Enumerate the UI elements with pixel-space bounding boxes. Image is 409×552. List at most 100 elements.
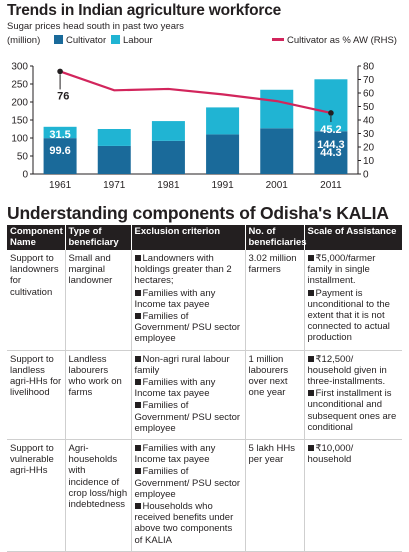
bar-cultivator bbox=[314, 131, 348, 174]
line-point-start bbox=[57, 68, 63, 75]
bullet-square-icon bbox=[134, 289, 141, 296]
y-tick-label-left: 200 bbox=[11, 98, 28, 109]
bar-labour bbox=[314, 79, 348, 132]
chart-subtitle: Sugar prices head south in past two year… bbox=[7, 21, 184, 32]
y-tick-label-left: 150 bbox=[11, 116, 28, 127]
bullet-square-icon bbox=[134, 503, 141, 510]
bullet-text: Payment is unconditional to the extent t… bbox=[307, 287, 390, 344]
bar-labour bbox=[260, 89, 294, 129]
bullet-square-icon bbox=[134, 468, 141, 475]
legend-swatch-labour bbox=[111, 35, 120, 44]
bullet-item: ₹5,000/farmer family in single installme… bbox=[307, 253, 400, 287]
bullet-text: ₹5,000/farmer family in single installme… bbox=[307, 253, 376, 287]
cell-count: 5 lakh HHs per year bbox=[245, 439, 305, 552]
bar-labour bbox=[151, 121, 185, 141]
bullet-text: Families with any Income tax payee bbox=[134, 443, 216, 466]
bullet-square-icon bbox=[307, 289, 314, 296]
cell-beneficiary: Agri-households with incidence of crop l… bbox=[65, 439, 132, 552]
legend-label-labour: Labour bbox=[123, 35, 153, 46]
bar-cultivator bbox=[151, 140, 185, 174]
bullet-item: ₹10,000/ household bbox=[307, 443, 400, 466]
bullet-text: Households who received benefits under a… bbox=[134, 501, 234, 546]
kalia-table: Component Name Type of beneficiary Exclu… bbox=[7, 225, 402, 552]
x-tick-label: 2011 bbox=[320, 180, 342, 191]
bullet-text: Families of Government/ PSU sector emplo… bbox=[134, 466, 241, 500]
header-count: No. of beneficiaries bbox=[245, 225, 307, 250]
bullet-text: Landowners with holdings greater than 2 … bbox=[134, 253, 232, 287]
y-tick-label-right: 60 bbox=[363, 89, 375, 100]
legend-label-cultivator-pct: Cultivator as % AW (RHS) bbox=[287, 35, 397, 46]
header-assistance: Scale of Assistance bbox=[304, 225, 402, 250]
table-row: Support to landless agri-HHs for livelih… bbox=[7, 350, 402, 441]
legend-item-cultivator-pct: Cultivator as % AW (RHS) bbox=[272, 35, 397, 46]
y-axis-label-left: (million) bbox=[7, 35, 41, 46]
table-row: Support to vulnerable agri-HHs Agri-hous… bbox=[7, 439, 402, 552]
bullet-square-icon bbox=[307, 445, 314, 452]
y-tick-label-right: 10 bbox=[363, 156, 375, 167]
bullet-text: Families with any Income tax payee bbox=[134, 287, 216, 310]
bullet-text: ₹12,500/ household given in three-instal… bbox=[307, 353, 387, 388]
bullet-item: Landowners with holdings greater than 2 … bbox=[134, 253, 242, 287]
data-label-line-2011: 45.2 bbox=[320, 124, 341, 136]
y-tick-label-left: 100 bbox=[11, 134, 28, 145]
x-tick-label: 2001 bbox=[266, 180, 289, 191]
bar-cultivator bbox=[260, 128, 294, 174]
bar-labour bbox=[43, 126, 77, 139]
cell-exclusion: Non-agri rural labour family Families wi… bbox=[131, 350, 246, 441]
bullet-item: First installment is unconditional and s… bbox=[307, 388, 400, 433]
bullet-text: Families with any Income tax payee bbox=[134, 377, 216, 400]
table-header-row: Component Name Type of beneficiary Exclu… bbox=[7, 225, 402, 250]
bullet-item: Families of Government/ PSU sector emplo… bbox=[134, 311, 242, 345]
bar-labour bbox=[206, 107, 240, 135]
bullet-item: Families with any Income tax payee bbox=[134, 443, 242, 466]
cell-beneficiary: Small and marginal landowner bbox=[65, 250, 132, 351]
bullet-text: First installment is unconditional and s… bbox=[307, 388, 397, 433]
x-tick-label: 1971 bbox=[103, 180, 126, 191]
table-row: Support to landowners for cultivation Sm… bbox=[7, 250, 402, 351]
bullet-item: Households who received benefits under a… bbox=[134, 501, 242, 546]
bar-cultivator bbox=[97, 145, 131, 174]
bullet-text: Families of Government/ PSU sector emplo… bbox=[134, 311, 241, 345]
bullet-square-icon bbox=[307, 355, 314, 362]
legend-swatch-cultivator-pct bbox=[272, 38, 284, 41]
x-tick-label: 1991 bbox=[211, 180, 234, 191]
y-tick-label-right: 40 bbox=[363, 116, 375, 127]
bullet-item: Families of Government/ PSU sector emplo… bbox=[134, 466, 242, 500]
header-exclusion: Exclusion criterion bbox=[131, 225, 246, 250]
cell-assistance: ₹10,000/ household bbox=[304, 439, 402, 552]
bullet-square-icon bbox=[134, 402, 141, 409]
cell-count: 3.02 million farmers bbox=[245, 250, 305, 351]
bullet-square-icon bbox=[134, 255, 141, 261]
workforce-chart: 0 50 100 150 200 250 300 0 10 20 30 40 50 60 70 80 1961 1… bbox=[11, 62, 375, 192]
bullet-square-icon bbox=[134, 445, 141, 452]
bullet-square-icon bbox=[307, 390, 314, 397]
bar-labour bbox=[97, 129, 131, 146]
cell-component: Support to landless agri-HHs for livelih… bbox=[7, 350, 66, 441]
y-tick-label-right: 20 bbox=[363, 143, 375, 154]
cell-component: Support to landowners for cultivation bbox=[7, 250, 66, 351]
cell-exclusion: Landowners with holdings greater than 2 … bbox=[131, 250, 246, 351]
x-tick-label: 1981 bbox=[157, 180, 180, 191]
y-tick-label-left: 0 bbox=[22, 170, 28, 181]
data-label-line-1961: 76 bbox=[57, 90, 69, 102]
cell-beneficiary: Landless labourers who work on farms bbox=[65, 350, 132, 441]
header-beneficiary-type: Type of beneficiary bbox=[65, 225, 132, 250]
header-component: Component Name bbox=[7, 225, 66, 250]
line-cultivator-pct bbox=[59, 70, 332, 115]
bullet-item: Families with any Income tax payee bbox=[134, 287, 242, 310]
cell-component: Support to vulnerable agri-HHs bbox=[7, 439, 66, 552]
x-tick-label: 1961 bbox=[49, 180, 72, 191]
cell-exclusion: Families with any Income tax payee Famil… bbox=[131, 439, 246, 552]
bullet-text: ₹10,000/ household bbox=[307, 443, 354, 466]
bullet-text: Non-agri rural labour family bbox=[134, 353, 230, 376]
legend-label-cultivator: Cultivator bbox=[66, 35, 107, 46]
data-label-cultivator-2011: 44.3 bbox=[320, 147, 341, 159]
legend-item-cultivator: Cultivator bbox=[54, 35, 106, 46]
chart-legend: (million) Cultivator Labour Cultivator a… bbox=[0, 33, 409, 47]
data-label-cultivator-1961: 99.6 bbox=[49, 145, 70, 157]
y-tick-label-right: 70 bbox=[363, 75, 375, 86]
cell-count: 1 million labourers over next one year bbox=[245, 350, 305, 441]
bullet-item: Families of Government/ PSU sector emplo… bbox=[134, 400, 242, 434]
legend-item-labour: Labour bbox=[111, 35, 153, 46]
bullet-square-icon bbox=[307, 255, 314, 261]
